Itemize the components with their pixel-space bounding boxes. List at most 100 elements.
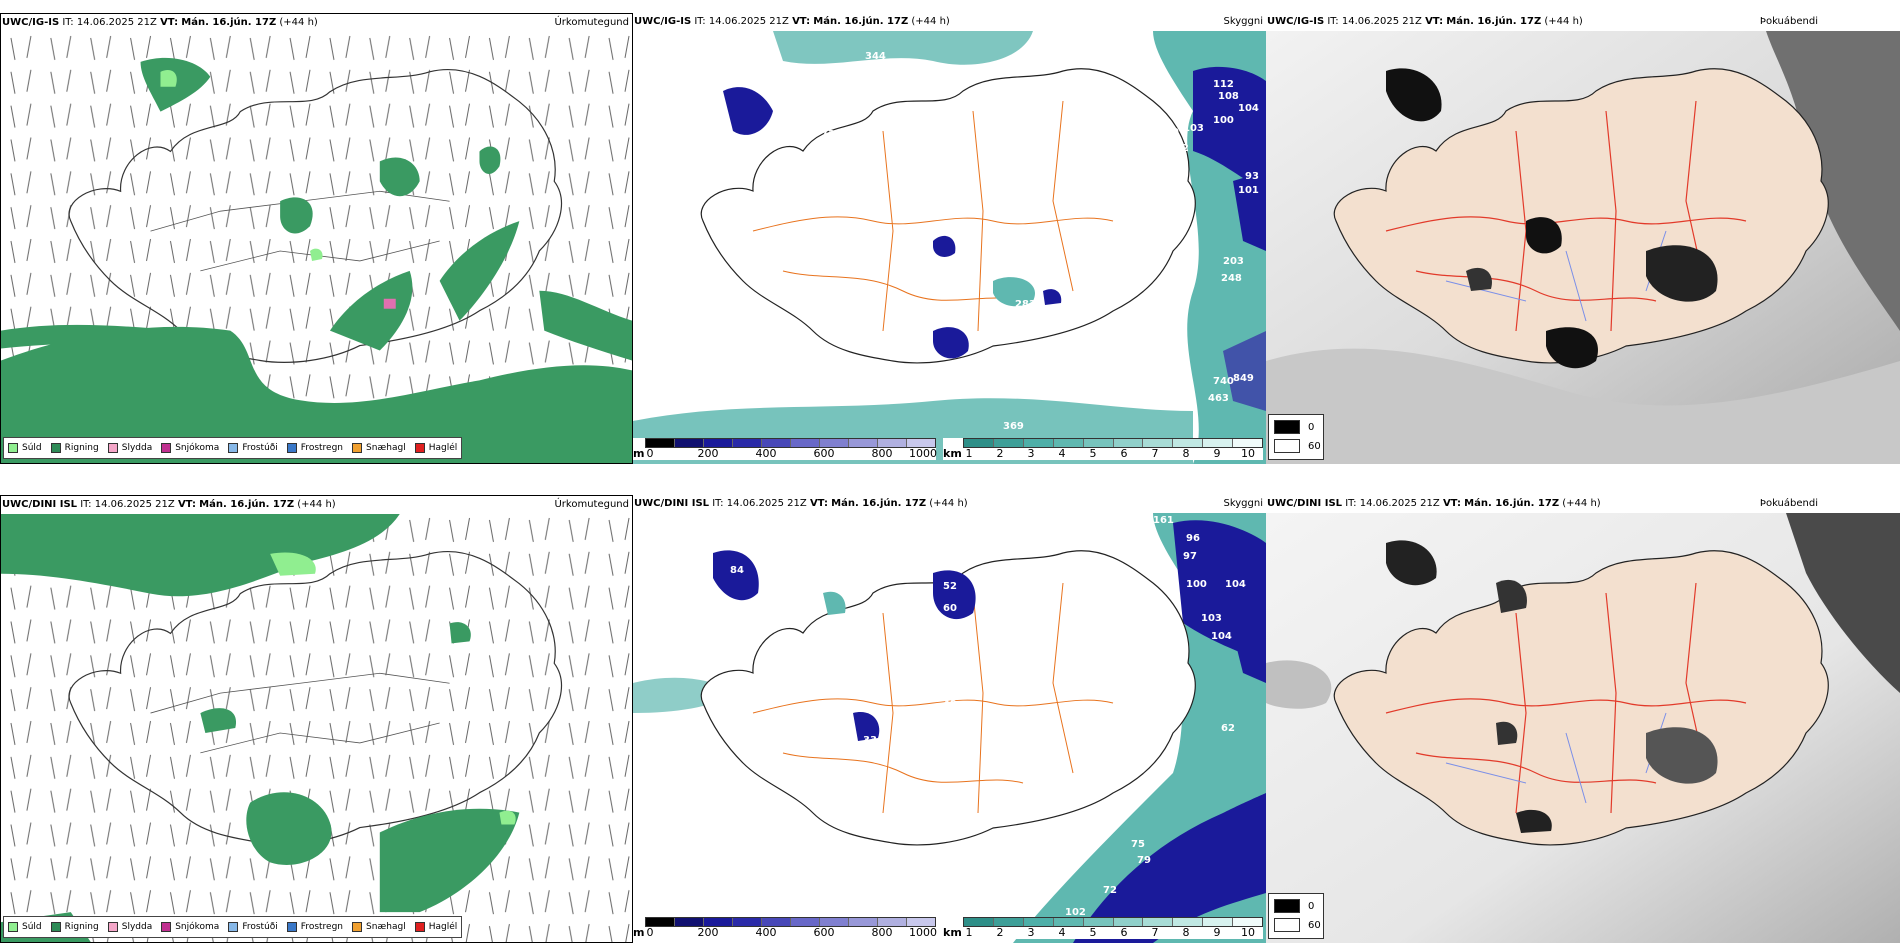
ceiling-label: 84 — [730, 565, 744, 576]
ceiling-label: 50 — [943, 386, 957, 397]
fog-legend-low: 60 — [1308, 440, 1321, 452]
visibility-tick: 1 — [965, 447, 973, 460]
ceiling-label: 740 — [1213, 376, 1234, 387]
ceiling-label: 101 — [1238, 185, 1259, 196]
visibility-tick: 7 — [1151, 926, 1159, 939]
ceiling-label: 52 — [943, 581, 957, 592]
ceiling-tick: 600 — [813, 926, 835, 939]
legend-item: Frostregn — [286, 443, 343, 453]
panel-dini-precip: UWC/DINI ISL IT: 14.06.2025 21Z VT: Mán.… — [0, 495, 633, 943]
visibility-tick: 9 — [1213, 926, 1221, 939]
ceiling-label: 54 — [738, 69, 752, 80]
ceiling-label: 33 — [863, 735, 877, 746]
legend-item: Snæhagl — [352, 443, 406, 453]
product-title: Skyggni — [1223, 495, 1263, 513]
precip-type-legend: Súld Rigning Slydda Snjókoma Frostúði Fr… — [3, 437, 463, 459]
precip-map — [1, 32, 632, 463]
ceiling-tick: 800 — [871, 926, 893, 939]
legend-item: Haglél — [414, 443, 457, 453]
visibility-tick: 6 — [1120, 447, 1128, 460]
panel-header: UWC/IG-IS IT: 14.06.2025 21Z VT: Mán. 16… — [1, 14, 632, 32]
visibility-tick: 1 — [965, 926, 973, 939]
visibility-tick: 8 — [1182, 926, 1190, 939]
ceiling-tick: 400 — [755, 926, 777, 939]
ceiling-label: 112 — [1213, 79, 1234, 90]
legend-item: Súld — [8, 922, 42, 932]
visibility-tick: 2 — [996, 926, 1004, 939]
panel-igis-fog: UWC/IG-IS IT: 14.06.2025 21Z VT: Mán. 16… — [1266, 13, 1900, 464]
panel-header: UWC/DINI ISL IT: 14.06.2025 21Z VT: Mán.… — [633, 495, 1266, 513]
ceiling-label: 104 — [1225, 579, 1246, 590]
ceiling-label: 102 — [1001, 361, 1022, 372]
map-area — [1266, 31, 1900, 464]
ceiling-label: 93 — [1245, 171, 1259, 182]
ceiling-label: 69 — [795, 113, 809, 124]
ceiling-label: 106 — [876, 597, 897, 608]
ceiling-label: 104 — [1211, 631, 1232, 642]
visibility-colorbar: km 1 2 3 4 5 6 7 8 9 10 — [943, 438, 1263, 460]
panel-dini-visibility: UWC/DINI ISL IT: 14.06.2025 21Z VT: Mán.… — [633, 495, 1266, 943]
ceiling-label: 49 — [943, 699, 957, 710]
visibility-tick: 8 — [1182, 447, 1190, 460]
product-title: Þokuábendi — [1759, 13, 1818, 31]
panel-header: UWC/IG-IS IT: 14.06.2025 21Z VT: Mán. 16… — [633, 13, 1266, 31]
ceiling-unit: m — [633, 447, 645, 460]
panel-header: UWC/IG-IS IT: 14.06.2025 21Z VT: Mán. 16… — [1266, 13, 1900, 31]
ceiling-label: 39 — [943, 261, 957, 272]
ceiling-label: 60 — [943, 603, 957, 614]
map-area — [1266, 513, 1900, 943]
panel-dini-fog: UWC/DINI ISL IT: 14.06.2025 21Z VT: Mán.… — [1266, 495, 1900, 943]
legend-item: Slydda — [107, 922, 152, 932]
ceiling-label: 463 — [1208, 393, 1229, 404]
ceiling-label: 79 — [1137, 855, 1151, 866]
map-area: 161 96 97 100 104 103 104 75 79 72 102 8… — [633, 513, 1266, 943]
fog-map — [1266, 513, 1900, 943]
visibility-tick: 9 — [1213, 447, 1221, 460]
legend-item: Snæhagl — [352, 922, 406, 932]
ceiling-label: 73 — [821, 129, 835, 140]
ceiling-label: 81 — [1091, 159, 1105, 170]
ceiling-label: 96 — [1186, 533, 1200, 544]
legend-item: Snjókoma — [161, 922, 219, 932]
precip-map — [1, 514, 632, 942]
ceiling-label: 72 — [1103, 885, 1117, 896]
visibility-colorbar: km 1 2 3 4 5 6 7 8 9 10 — [943, 917, 1263, 939]
fog-legend-high: 0 — [1308, 900, 1315, 912]
product-title: Skyggni — [1223, 13, 1263, 31]
panel-igis-visibility: UWC/IG-IS IT: 14.06.2025 21Z VT: Mán. 16… — [633, 13, 1266, 464]
ceiling-label: 102 — [1065, 907, 1086, 918]
visibility-unit: km — [943, 926, 962, 939]
map-area: 54 344 112 108 104 100 103 100 102 93 10… — [633, 31, 1266, 464]
fog-legend-high: 0 — [1308, 421, 1315, 433]
legend-item: Súld — [8, 443, 42, 453]
product-title: Úrkomutegund — [554, 496, 629, 514]
legend-item: Frostregn — [286, 922, 343, 932]
visibility-tick: 10 — [1241, 926, 1255, 939]
visibility-tick: 7 — [1151, 447, 1159, 460]
ceiling-tick: 0 — [646, 926, 654, 939]
product-title: Úrkomutegund — [554, 14, 629, 32]
ceiling-tick: 0 — [646, 447, 654, 460]
product-title: Þokuábendi — [1759, 495, 1818, 513]
visibility-tick: 4 — [1058, 926, 1066, 939]
ceiling-label: 102 — [1168, 143, 1189, 154]
fog-index-legend: 0 60 — [1268, 893, 1324, 939]
panel-igis-precip: UWC/IG-IS IT: 14.06.2025 21Z VT: Mán. 16… — [0, 13, 633, 464]
ceiling-label: 100 — [1158, 127, 1179, 138]
ceiling-label: 84 — [948, 361, 962, 372]
legend-item: Slydda — [107, 443, 152, 453]
visibility-tick: 6 — [1120, 926, 1128, 939]
visibility-tick: 5 — [1089, 447, 1097, 460]
legend-item: Rigning — [50, 922, 99, 932]
panel-header: UWC/DINI ISL IT: 14.06.2025 21Z VT: Mán.… — [1, 496, 632, 514]
ceiling-label: 62 — [1221, 723, 1235, 734]
visibility-tick: 10 — [1241, 447, 1255, 460]
legend-item: Snjókoma — [161, 443, 219, 453]
visibility-map — [633, 513, 1266, 943]
ceiling-tick: 1000 — [909, 926, 937, 939]
fog-map — [1266, 31, 1900, 464]
ceiling-tick: 200 — [697, 926, 719, 939]
legend-item: Rigning — [50, 443, 99, 453]
ceiling-label: 103 — [1183, 123, 1204, 134]
ceiling-label: 203 — [1223, 256, 1244, 267]
